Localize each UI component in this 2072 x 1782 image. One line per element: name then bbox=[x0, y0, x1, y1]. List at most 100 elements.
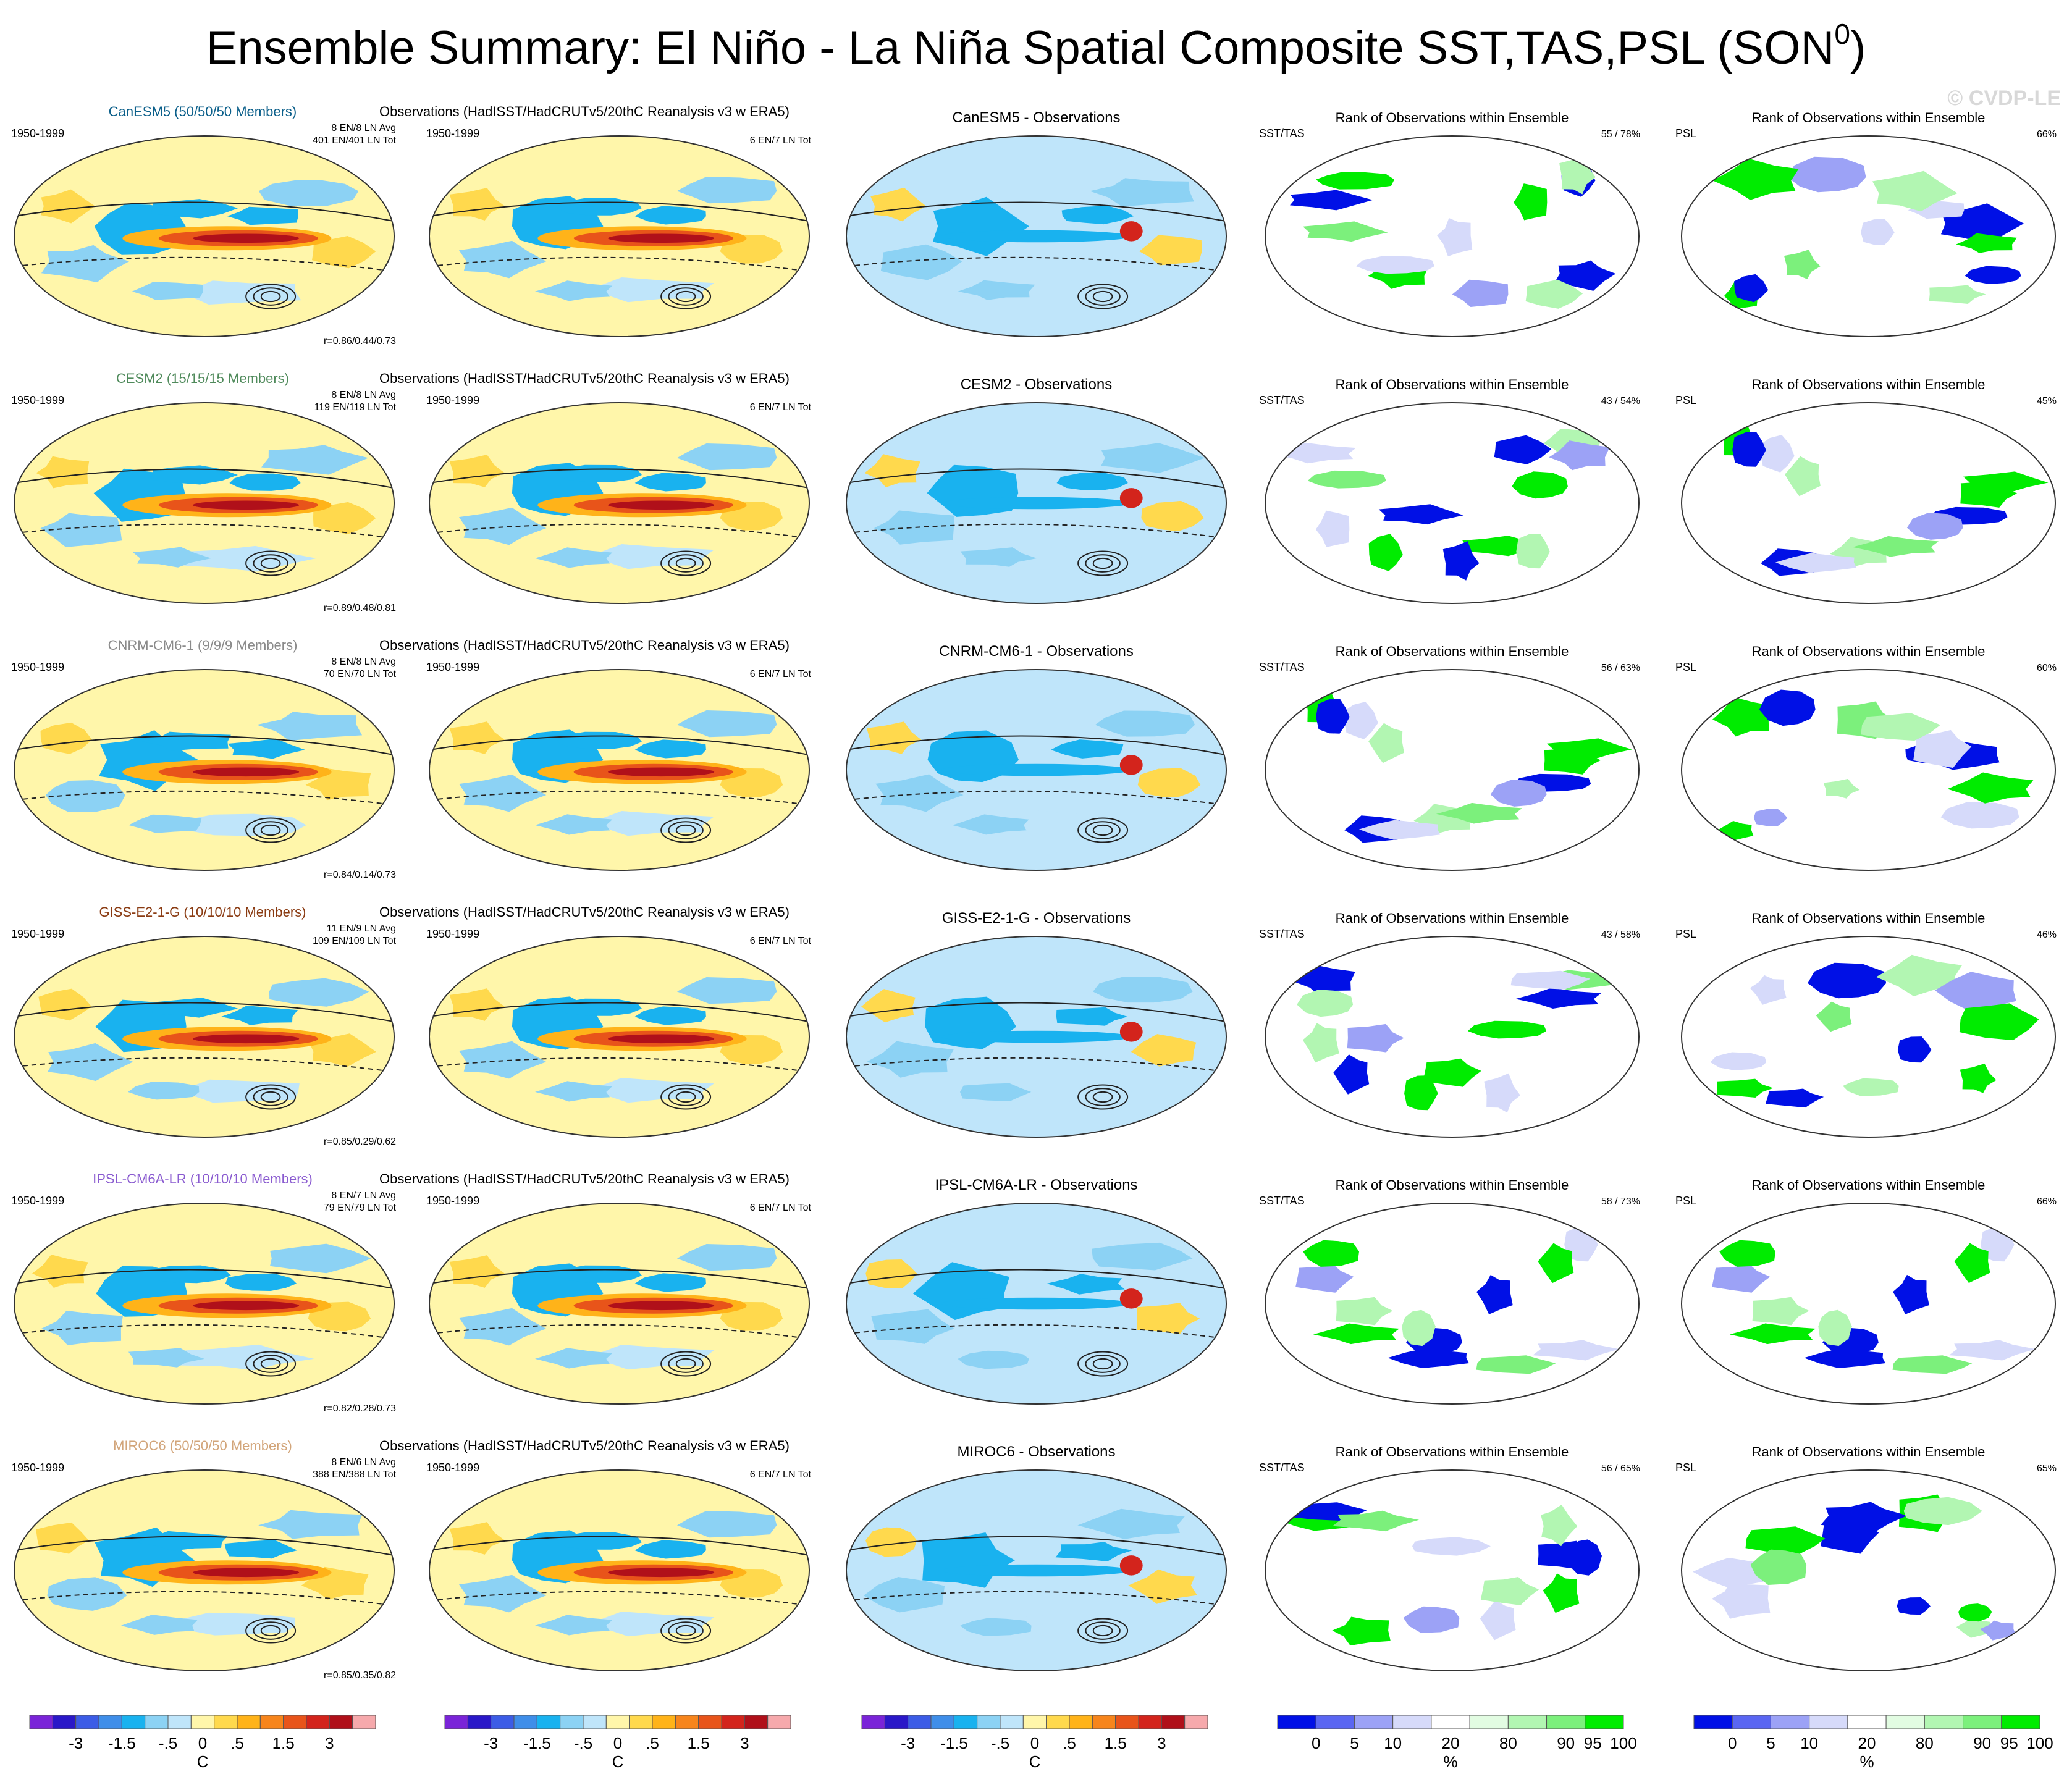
colorbar-tick-label: .5 bbox=[646, 1734, 659, 1752]
colorbar-tick-label: 5 bbox=[1766, 1734, 1775, 1752]
rank-patch bbox=[1368, 534, 1403, 571]
rank-variable-label: PSL bbox=[1675, 928, 1696, 940]
psl-contour bbox=[1077, 284, 1129, 309]
colorbar-swatch bbox=[953, 1715, 978, 1729]
psl-contour bbox=[660, 1618, 712, 1644]
rank-patch bbox=[1949, 1340, 2036, 1361]
anomaly-patch bbox=[261, 445, 369, 475]
rank-patch bbox=[1316, 699, 1350, 734]
colorbar-unit: % bbox=[1443, 1752, 1457, 1771]
rank-patch bbox=[1378, 504, 1464, 525]
rank-patch bbox=[1929, 285, 1986, 304]
anomaly-patch bbox=[676, 710, 777, 738]
anomaly-patch bbox=[871, 1309, 954, 1344]
anomaly-patch bbox=[258, 1510, 363, 1539]
psl-contour bbox=[846, 1536, 1226, 1557]
panel-row: CanESM5 (50/50/50 Members) 1950-1999 8 EN/… bbox=[11, 104, 2057, 347]
rank-patch bbox=[1510, 970, 1591, 990]
psl-contour bbox=[260, 290, 281, 303]
rank-patch bbox=[1753, 809, 1788, 826]
psl-contour bbox=[253, 1355, 288, 1373]
colorbar-swatch bbox=[652, 1715, 676, 1729]
anomaly-patch bbox=[120, 1615, 198, 1635]
psl-contour bbox=[260, 824, 281, 836]
colorbar-unit: C bbox=[612, 1752, 624, 1771]
colorbar-swatch bbox=[1585, 1715, 1624, 1729]
colorbar-swatch bbox=[1770, 1715, 1810, 1729]
rank-patch bbox=[1897, 1036, 1932, 1063]
colorbar-layer: -3 -1.5 -.5 0 .5 1.5 3 C -3 -1.5 -.5 0 .5 1.5 3 C -3 -1.5… bbox=[29, 1715, 2053, 1771]
observations-panel: Observations (HadISST/HadCRUTv5/20thC Re… bbox=[379, 104, 812, 337]
colorbar-swatch bbox=[977, 1715, 1001, 1729]
map-outline bbox=[1681, 669, 2056, 871]
colorbar-tick-label: 100 bbox=[2026, 1734, 2053, 1752]
observations-count: 6 EN/7 LN Tot bbox=[750, 936, 812, 946]
anomaly-patch bbox=[874, 510, 954, 545]
difference-panel: IPSL-CM6A-LR - Observations bbox=[846, 1177, 1227, 1405]
psl-contour bbox=[253, 1088, 288, 1106]
rank-psl-panel: Rank of Observations within Ensemble PSL 6… bbox=[1675, 1444, 2057, 1671]
psl-contour bbox=[245, 817, 297, 843]
rank-patch bbox=[1388, 1348, 1469, 1368]
rank-percent: 43 / 58% bbox=[1601, 930, 1640, 940]
observations-title: Observations (HadISST/HadCRUTv5/20thC Re… bbox=[379, 637, 790, 653]
psl-contour bbox=[429, 201, 809, 222]
difference-panel: MIROC6 - Observations bbox=[846, 1444, 1227, 1671]
psl-contour-negative bbox=[14, 790, 394, 806]
colorbar-swatch bbox=[1115, 1715, 1139, 1729]
observations-panel: Observations (HadISST/HadCRUTv5/20thC Re… bbox=[379, 371, 812, 604]
rank-patch bbox=[1344, 702, 1378, 739]
bias-band bbox=[941, 497, 1132, 510]
rank-percent: 46% bbox=[2037, 930, 2057, 940]
model-title: MIROC6 (50/50/50 Members) bbox=[113, 1438, 292, 1453]
colorbar-tick-label: 95 bbox=[1584, 1734, 1602, 1752]
map-outline bbox=[14, 402, 395, 604]
page-title: Ensemble Summary: El Niño - La Niña Spat… bbox=[206, 18, 1866, 74]
map-outline bbox=[1265, 402, 1640, 604]
map-outline bbox=[429, 936, 810, 1138]
colorbar-unit: C bbox=[1029, 1752, 1041, 1771]
map-outline bbox=[1265, 669, 1640, 871]
colorbar-swatch bbox=[583, 1715, 607, 1729]
bias-band bbox=[941, 1297, 1132, 1310]
rank-patch bbox=[1892, 1355, 1973, 1374]
anomaly-patch bbox=[870, 187, 926, 222]
map-outline bbox=[846, 669, 1227, 871]
observations-count: 6 EN/7 LN Tot bbox=[750, 135, 812, 146]
colorbar: -3 -1.5 -.5 0 .5 1.5 3 C bbox=[444, 1715, 791, 1771]
rank-patch bbox=[1759, 689, 1816, 726]
psl-contour bbox=[260, 1624, 281, 1637]
colorbar-tick-label: -3 bbox=[484, 1734, 498, 1752]
anomaly-patch bbox=[172, 1344, 314, 1371]
anomaly-patch bbox=[634, 1540, 706, 1559]
psl-contour bbox=[1085, 1621, 1121, 1640]
colorbar-tick-label: -.5 bbox=[574, 1734, 592, 1752]
model-title: GISS-E2-1-G (10/10/10 Members) bbox=[99, 904, 306, 920]
anomaly-patch bbox=[864, 454, 920, 487]
anomaly-patch bbox=[865, 1527, 917, 1557]
pattern-correlation: r=0.85/0.35/0.82 bbox=[324, 1670, 396, 1681]
rank-title: Rank of Observations within Ensemble bbox=[1336, 377, 1569, 392]
model-title: CESM2 (15/15/15 Members) bbox=[116, 371, 289, 386]
map-outline bbox=[429, 1203, 810, 1405]
model-count-total: 388 EN/388 LN Tot bbox=[313, 1469, 396, 1480]
anomaly-patch bbox=[132, 282, 203, 300]
rank-title: Rank of Observations within Ensemble bbox=[1336, 1444, 1569, 1460]
rank-patch bbox=[1752, 1297, 1809, 1326]
psl-contour bbox=[675, 824, 696, 836]
psl-contour bbox=[245, 1084, 297, 1110]
model-count-total: 79 EN/79 LN Tot bbox=[324, 1203, 397, 1213]
anomaly-patch bbox=[535, 280, 613, 301]
anomaly-patch bbox=[40, 722, 92, 754]
model-panel: CNRM-CM6-1 (9/9/9 Members) 1950-1999 8 EN/… bbox=[11, 637, 397, 880]
colorbar-swatch bbox=[767, 1715, 791, 1729]
rank-variable-label: PSL bbox=[1675, 1195, 1696, 1207]
psl-contour bbox=[1077, 1351, 1129, 1377]
rank-patch bbox=[1897, 1597, 1931, 1615]
rank-patch bbox=[1303, 221, 1388, 242]
rank-patch bbox=[1484, 1073, 1520, 1113]
psl-contour bbox=[668, 287, 704, 306]
rank-patch bbox=[1538, 1243, 1574, 1284]
colorbar-swatch bbox=[1885, 1715, 1925, 1729]
psl-contour-negative bbox=[846, 523, 1226, 539]
